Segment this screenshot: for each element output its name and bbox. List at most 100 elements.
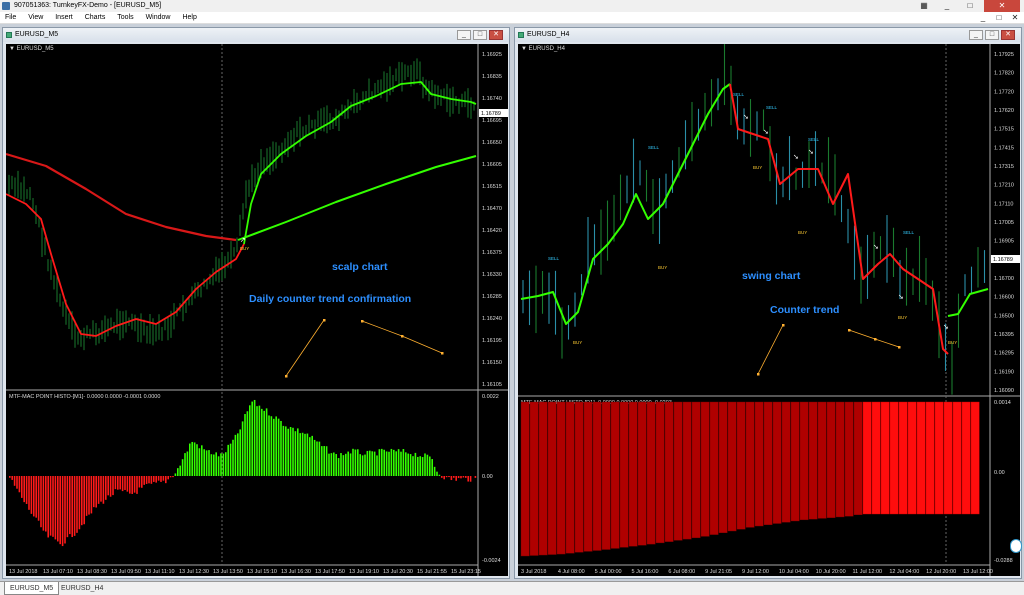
- histogram-bar: [64, 476, 66, 544]
- histogram-bar: [186, 451, 189, 476]
- histogram-bar: [655, 401, 665, 544]
- histogram-bar: [153, 476, 155, 482]
- histogram-bar: [229, 443, 232, 476]
- chart-close-button[interactable]: ✕: [489, 30, 503, 40]
- histogram-bar: [691, 401, 701, 539]
- histogram-bar: [373, 451, 376, 476]
- histogram-bar: [565, 401, 575, 554]
- mdi-minimize-button[interactable]: _: [980, 13, 986, 22]
- histogram-bar: [907, 401, 917, 515]
- histogram-bar: [718, 401, 728, 534]
- slow-ma-up-line: [237, 155, 477, 241]
- histogram-bar: [429, 456, 431, 476]
- chart-window-h4[interactable]: EURUSD_H4 _ □ ✕ ▼ EURUSD_H4 1.17925 1.1782…: [514, 27, 1022, 579]
- histogram-bar: [97, 476, 100, 504]
- signal-point: [285, 375, 288, 378]
- signal-arrow-icon: ➘: [873, 243, 879, 251]
- price-chart-m5[interactable]: ▼ EURUSD_M51.169251.168351.167401.166951…: [6, 44, 508, 576]
- buy-signal-label: BUY: [240, 246, 249, 251]
- histogram-bar: [529, 401, 539, 556]
- chart-canvas[interactable]: ▼ EURUSD_H4 1.17925 1.17820 1.17720 1.17620 1…: [518, 44, 1020, 576]
- histogram-bar: [289, 427, 292, 476]
- chart-icon: [6, 32, 12, 38]
- histogram-bar: [383, 449, 385, 476]
- chart-minimize-button[interactable]: _: [457, 30, 471, 40]
- histogram-bar: [361, 455, 364, 476]
- chart-minimize-button[interactable]: _: [969, 30, 983, 40]
- histogram-bar: [215, 452, 217, 476]
- buy-signal-label: BUY: [898, 315, 907, 320]
- fast-ma-recovery-line: [947, 288, 989, 317]
- histogram-bar: [366, 450, 369, 476]
- mdi-restore-button[interactable]: □: [996, 13, 1002, 22]
- histogram-bar: [213, 454, 215, 476]
- menu-window[interactable]: Window: [145, 14, 171, 21]
- histogram-bar: [268, 415, 270, 476]
- histogram-bar: [297, 428, 299, 476]
- menu-tools[interactable]: Tools: [117, 14, 134, 21]
- histogram-bar: [201, 445, 203, 476]
- chart-maximize-button[interactable]: □: [473, 30, 487, 40]
- histogram-bar: [102, 476, 105, 504]
- scroll-to-end-icon[interactable]: [1010, 539, 1022, 553]
- histogram-bar: [664, 401, 674, 542]
- indicator-scale-zero: 0.00: [994, 470, 1005, 476]
- histogram-bar: [736, 401, 746, 530]
- histogram-bar: [155, 476, 157, 483]
- price-tick-label: 1.16105: [482, 382, 502, 388]
- histogram-bar: [601, 401, 611, 550]
- histogram-bar: [385, 451, 388, 476]
- histogram-bar: [191, 441, 193, 476]
- symbol-label: ▼ EURUSD_M5: [9, 46, 54, 52]
- time-tick-label: 13 Jul 11:10: [145, 569, 175, 575]
- histogram-bar: [462, 476, 465, 478]
- menu-help[interactable]: Help: [182, 14, 197, 21]
- menu-view[interactable]: View: [28, 14, 44, 21]
- chart-maximize-button[interactable]: □: [985, 30, 999, 40]
- window-maximize-button[interactable]: □: [967, 1, 973, 10]
- window-minimize-button[interactable]: _: [944, 1, 950, 10]
- window-close-button[interactable]: ✕: [984, 0, 1020, 12]
- buy-signal-label: BUY: [658, 265, 667, 270]
- chart-window-title-bar[interactable]: EURUSD_H4: [515, 28, 1021, 42]
- menu-insert[interactable]: Insert: [55, 14, 73, 21]
- tab-eurusd-h4[interactable]: EURUSD_H4: [61, 585, 104, 592]
- time-tick-label: 13 Jul 20:30: [383, 569, 413, 575]
- chart-window-title-bar[interactable]: EURUSD_M5: [3, 28, 509, 42]
- histogram-bar: [265, 408, 268, 476]
- histogram-bar: [273, 418, 275, 476]
- mdi-close-button[interactable]: ✕: [1011, 13, 1019, 22]
- histogram-bar: [934, 401, 944, 515]
- histogram-bar: [349, 453, 352, 476]
- histogram-bar: [754, 401, 764, 527]
- histogram-bar: [378, 449, 381, 476]
- menu-charts[interactable]: Charts: [84, 14, 106, 21]
- histogram-bar: [354, 449, 357, 476]
- histogram-bar: [69, 476, 71, 535]
- histogram-bar: [745, 401, 755, 528]
- price-tick-label: 1.16500: [994, 313, 1014, 319]
- tab-eurusd-m5[interactable]: EURUSD_M5: [4, 582, 60, 595]
- histogram-bar: [781, 401, 791, 523]
- time-tick-label: 11 Jul 12:00: [853, 569, 883, 575]
- histogram-bar: [359, 454, 361, 476]
- histogram-bar: [73, 476, 76, 536]
- chart-canvas[interactable]: ▼ EURUSD_M5 1.16925 1.16835 1.16740 1.16695 1…: [6, 44, 508, 576]
- price-tick-label: 1.16295: [994, 351, 1014, 357]
- histogram-bar: [371, 451, 373, 476]
- toolbar-icon[interactable]: ▦: [920, 1, 928, 10]
- histogram-bar: [862, 401, 872, 515]
- chart-window-m5[interactable]: EURUSD_M5 _ □ ✕ ▼ EURUSD_M5 1.16925 1.1683…: [2, 27, 510, 579]
- histogram-bar: [114, 476, 117, 490]
- chart-close-button[interactable]: ✕: [1001, 30, 1015, 40]
- histogram-bar: [619, 401, 629, 548]
- signal-point: [361, 320, 364, 323]
- menu-file[interactable]: File: [5, 14, 17, 21]
- histogram-bar: [304, 433, 306, 476]
- histogram-bar: [119, 476, 121, 490]
- histogram-bar: [172, 476, 174, 478]
- histogram-bar: [145, 476, 148, 484]
- histogram-bar: [124, 476, 126, 490]
- price-tick-label: 1.16700: [994, 276, 1014, 282]
- price-chart-h4[interactable]: ▼ EURUSD_H4 1.17925 1.17820 1.17720 1.17620 1…: [518, 44, 1020, 576]
